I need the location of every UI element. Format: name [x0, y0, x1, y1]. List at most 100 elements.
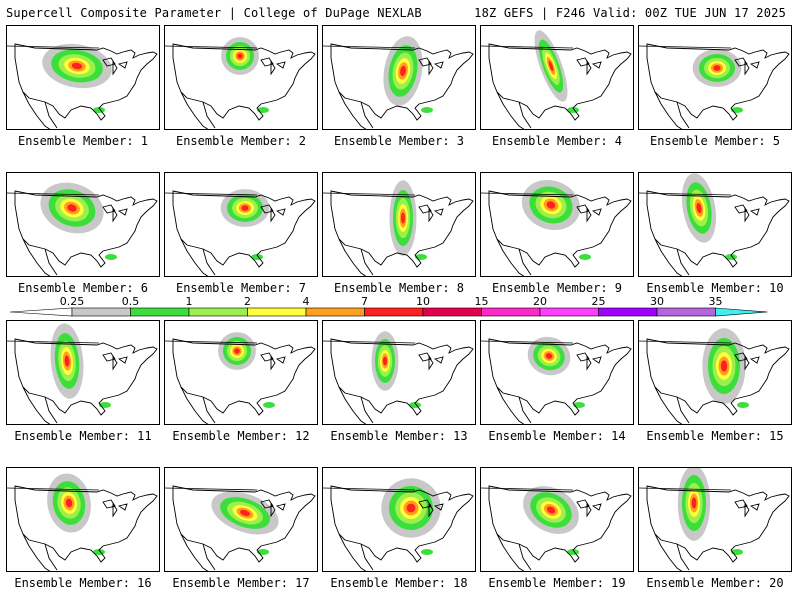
mexico-coast [180, 386, 216, 424]
ensemble-map-panel [6, 172, 160, 277]
us-map [323, 180, 474, 276]
member-caption: Ensemble Member: 18 [330, 576, 468, 590]
scp-contour [263, 402, 275, 408]
member-caption: Ensemble Member: 6 [17, 281, 149, 295]
ensemble-map-panel [638, 320, 792, 425]
member-caption: Ensemble Member: 12 [172, 429, 310, 443]
canada-border [7, 487, 100, 491]
mexico-coast [338, 238, 374, 276]
canada-border [639, 45, 732, 49]
colorbar-tick-label: 10 [416, 296, 430, 308]
great-lakes [260, 204, 286, 223]
canada-border [323, 192, 416, 196]
colorbar-tick-label: 35 [709, 296, 723, 308]
great-lakes [576, 204, 602, 223]
ensemble-map-panel [322, 172, 476, 277]
great-lakes [576, 352, 602, 371]
mexico-coast [22, 386, 58, 424]
great-lakes [102, 499, 128, 518]
canada-border [481, 340, 574, 344]
mexico-coast [654, 386, 690, 424]
canada-border [323, 340, 416, 344]
us-map [639, 43, 790, 129]
scp-contour [421, 107, 433, 113]
us-map [639, 468, 790, 571]
colorbar-tick-label: 30 [650, 296, 664, 308]
member-caption: Ensemble Member: 20 [646, 576, 784, 590]
canada-border [639, 192, 732, 196]
scp-contour [579, 254, 591, 260]
colorbar-tick-label: 4 [303, 296, 310, 308]
scp-contour [105, 254, 117, 260]
canada-border [481, 487, 574, 491]
ensemble-map-panel [322, 467, 476, 572]
scp-contour [545, 353, 553, 359]
member-caption: Ensemble Member: 13 [330, 429, 468, 443]
colorbar-swatch [247, 307, 307, 317]
canada-border [7, 45, 100, 49]
ensemble-map-panel [638, 172, 792, 277]
colorbar-swatch [364, 307, 424, 317]
mexico-coast [22, 533, 58, 571]
scp-contour [65, 498, 73, 508]
canada-border [165, 340, 258, 344]
canada-border [639, 487, 732, 491]
ensemble-map-panel [164, 467, 318, 572]
colorbar-tick-label: 2 [244, 296, 251, 308]
ensemble-map-panel [480, 25, 634, 130]
scp-contour [737, 402, 749, 408]
us-map [323, 478, 474, 571]
colorbar-under-arrow [9, 307, 73, 317]
us-map [165, 332, 316, 424]
scp-contour [237, 53, 243, 59]
us-map [639, 173, 790, 276]
scp-contour [401, 212, 405, 224]
us-map [323, 331, 474, 424]
member-caption: Ensemble Member: 14 [488, 429, 626, 443]
ensemble-map-panel [480, 320, 634, 425]
canada-border [7, 340, 100, 344]
us-map [639, 328, 790, 424]
member-caption: Ensemble Member: 19 [488, 576, 626, 590]
member-caption: Ensemble Member: 9 [491, 281, 623, 295]
ensemble-map-panel [164, 25, 318, 130]
canada-border [165, 192, 258, 196]
member-caption: Ensemble Member: 8 [333, 281, 465, 295]
us-map [7, 323, 158, 424]
great-lakes [260, 57, 286, 76]
member-caption: Ensemble Member: 11 [14, 429, 152, 443]
ensemble-map-panel [322, 25, 476, 130]
mexico-coast [338, 386, 374, 424]
us-map [7, 43, 158, 129]
mexico-coast [22, 238, 58, 276]
us-outline [330, 338, 474, 416]
colorbar-tick-label: 0.5 [122, 296, 140, 308]
member-caption: Ensemble Member: 17 [172, 576, 310, 590]
us-map [7, 473, 158, 571]
colorbar-swatch [305, 307, 365, 317]
colorbar-swatch [188, 307, 248, 317]
scp-contour [71, 62, 83, 70]
colorbar-over-arrow [715, 307, 768, 317]
member-caption: Ensemble Member: 5 [649, 134, 781, 148]
colorbar-swatch [130, 307, 190, 317]
ensemble-map-panel [322, 320, 476, 425]
us-map [481, 180, 632, 276]
colorbar-swatch [422, 307, 482, 317]
scp-contour [400, 65, 406, 77]
scp-contour [64, 355, 70, 367]
ensemble-map-panel [6, 467, 160, 572]
us-map [481, 336, 632, 424]
us-map [165, 37, 316, 129]
scp-contour [383, 356, 387, 366]
colorbar-tick-label: 25 [592, 296, 606, 308]
member-caption: Ensemble Member: 1 [17, 134, 149, 148]
canada-border [639, 340, 732, 344]
great-lakes [418, 499, 444, 518]
mexico-coast [180, 238, 216, 276]
great-lakes [102, 204, 128, 223]
ensemble-map-panel [164, 172, 318, 277]
page-title: Supercell Composite Parameter | College … [6, 6, 422, 20]
ensemble-map-panel [638, 25, 792, 130]
mexico-coast [654, 238, 690, 276]
